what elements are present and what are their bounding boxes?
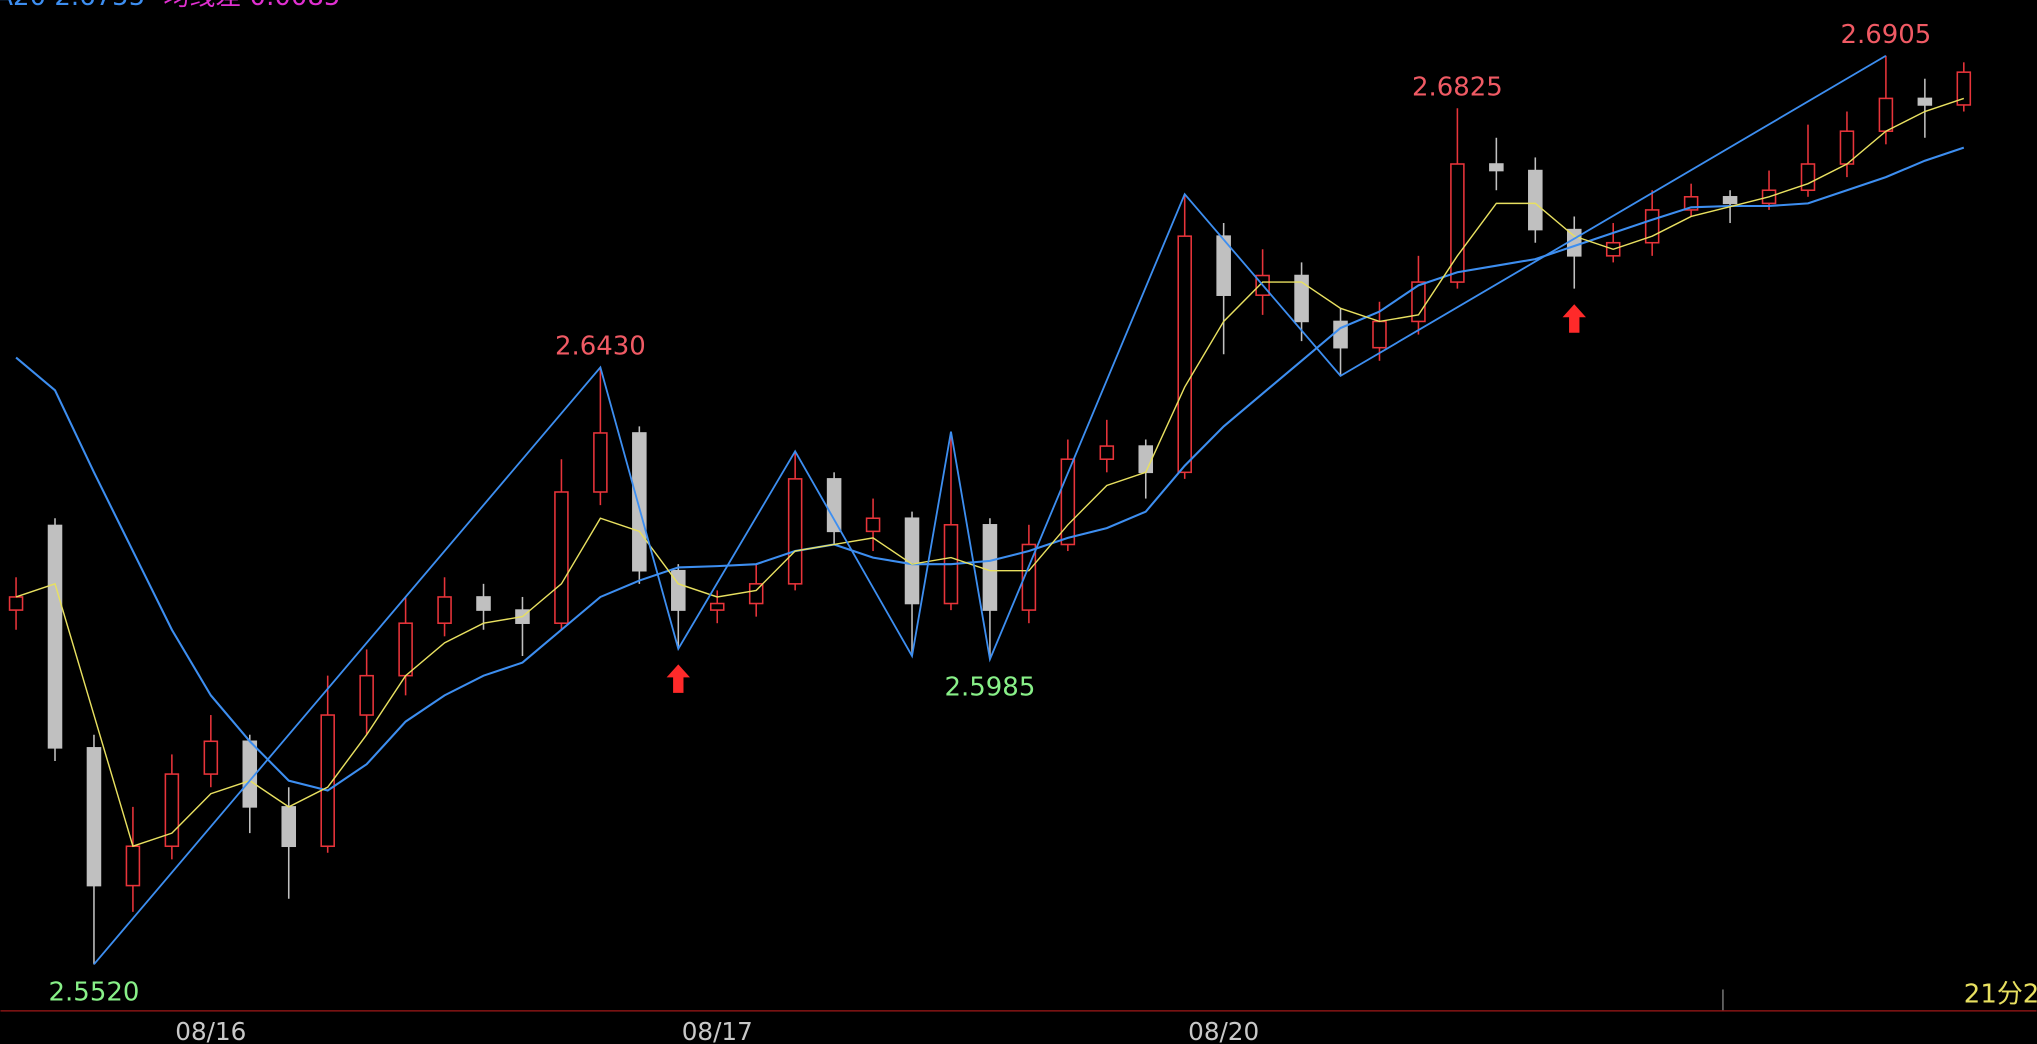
candle-body bbox=[1528, 169, 1543, 231]
candle-body bbox=[1450, 163, 1465, 283]
price-annotation: 2.6905 bbox=[1840, 20, 1931, 50]
candle-body bbox=[1021, 543, 1037, 611]
candle-body bbox=[1800, 163, 1816, 192]
candle-body bbox=[1372, 320, 1387, 349]
signal-arrow bbox=[666, 664, 690, 693]
signal-arrow bbox=[1562, 304, 1586, 333]
x-tick-label: 08/17 bbox=[682, 1017, 753, 1044]
candle-body bbox=[1138, 445, 1154, 474]
candle-body bbox=[437, 596, 452, 624]
candle-body bbox=[748, 583, 764, 605]
candle-body bbox=[1411, 281, 1426, 323]
x-tick-label: 08/16 bbox=[175, 1017, 246, 1044]
header-text: A20 2.6755 bbox=[0, 0, 145, 12]
candle-body bbox=[865, 517, 881, 533]
candle-body bbox=[1177, 235, 1192, 474]
ma-line bbox=[15, 146, 1965, 792]
candle-body bbox=[1917, 97, 1933, 106]
candle-body bbox=[1839, 130, 1855, 165]
candle-body bbox=[125, 845, 141, 887]
candle-body bbox=[320, 714, 335, 848]
candle-body bbox=[359, 674, 374, 716]
price-annotation: 2.6430 bbox=[555, 331, 646, 361]
candle-body bbox=[1566, 228, 1582, 257]
candle-body bbox=[709, 602, 725, 611]
candle-body bbox=[1956, 71, 1972, 106]
candle-body bbox=[904, 517, 920, 605]
candle-body bbox=[826, 478, 842, 533]
candle-body bbox=[1099, 445, 1115, 460]
candle-body bbox=[982, 524, 998, 611]
candle-body bbox=[1878, 97, 1894, 132]
candle-body bbox=[398, 622, 413, 677]
candle-body bbox=[554, 491, 569, 624]
candle-body bbox=[476, 596, 491, 611]
candle-body bbox=[1489, 163, 1504, 172]
candle-body bbox=[86, 747, 102, 887]
price-annotation: 2.6825 bbox=[1412, 72, 1503, 102]
ma-line bbox=[15, 97, 1965, 848]
candle-body bbox=[47, 524, 63, 749]
candle-body bbox=[1722, 196, 1738, 205]
candle-body bbox=[203, 740, 219, 775]
corner-label: 21分2 bbox=[1964, 979, 2037, 1009]
candle-body bbox=[281, 806, 297, 848]
candle-body bbox=[593, 432, 608, 493]
candle-body bbox=[1294, 274, 1309, 323]
x-tick-label: 08/20 bbox=[1188, 1017, 1259, 1044]
price-annotation: 2.5985 bbox=[944, 673, 1035, 703]
price-annotation: 2.5520 bbox=[49, 978, 140, 1008]
candle-body bbox=[164, 773, 180, 848]
candle-body bbox=[1216, 235, 1231, 296]
candle-body bbox=[632, 432, 647, 572]
candle-body bbox=[787, 478, 803, 585]
zigzag-line bbox=[93, 54, 1887, 965]
candle-body bbox=[8, 596, 24, 611]
header-text: 均线差 0.0085 bbox=[163, 0, 340, 12]
